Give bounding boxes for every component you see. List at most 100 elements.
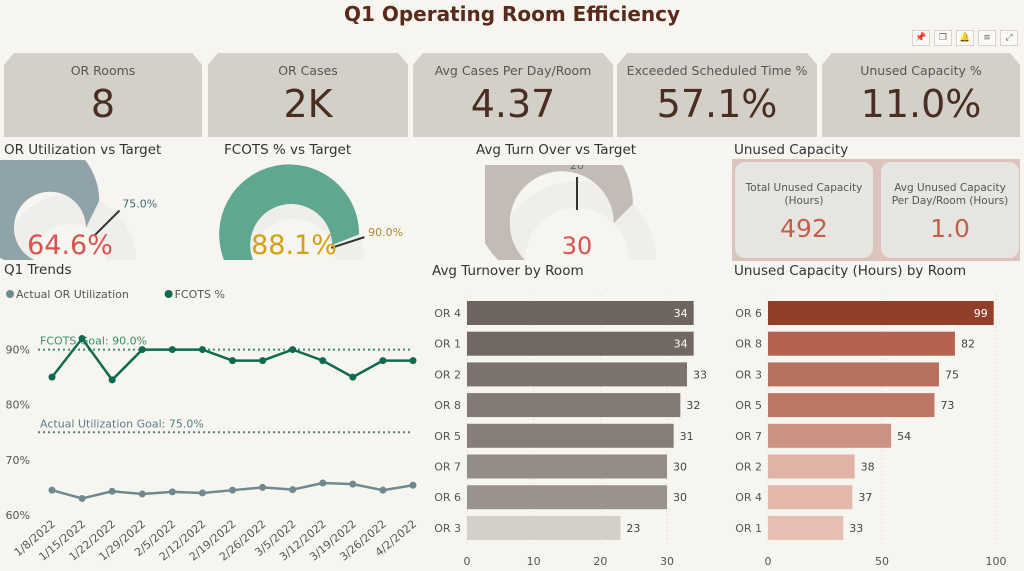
bar (768, 362, 939, 387)
data-point (48, 373, 56, 381)
page-title: Q1 Operating Room Efficiency (343, 2, 681, 26)
card-value: 1.0 (930, 214, 970, 243)
gauge-fill (485, 165, 633, 260)
category-label: OR 3 (735, 368, 762, 381)
gauge-fill (219, 164, 360, 260)
bar-value-label: 23 (626, 522, 640, 535)
bar-value-label: 54 (897, 430, 911, 443)
goal-label: Actual Utilization Goal: 75.0% (40, 417, 204, 430)
kpi-value: 57.1% (656, 82, 778, 126)
gauge-turnover-title: Avg Turn Over vs Target (476, 142, 637, 158)
kpi-card-exceeded-time[interactable]: Exceeded Scheduled Time % 57.1% (617, 53, 817, 137)
category-label: OR 6 (735, 307, 762, 320)
kpi-card-avg-cases[interactable]: Avg Cases Per Day/Room 4.37 (413, 53, 613, 137)
card-value: 492 (780, 214, 828, 243)
gauge-value-label: 88.1% (251, 230, 337, 260)
bar (768, 423, 892, 448)
turnover-by-room-title: Avg Turnover by Room (432, 263, 584, 279)
kpi-label: OR Rooms (70, 63, 136, 78)
x-tick-label: 10 (527, 555, 541, 568)
category-label: OR 5 (735, 399, 762, 412)
bar-value-label: 38 (861, 461, 875, 474)
data-point (349, 480, 357, 488)
bar (467, 485, 667, 510)
category-label: OR 8 (735, 338, 762, 351)
bar (467, 423, 674, 448)
data-point (198, 346, 206, 354)
data-point (349, 373, 357, 381)
legend-label: FCOTS % (175, 288, 225, 301)
gauge-target-label: 90.0% (368, 226, 403, 239)
kpi-card-unused-capacity[interactable]: Unused Capacity % 11.0% (822, 53, 1020, 137)
bar-value-label: 37 (858, 491, 872, 504)
bar-value-label: 33 (849, 522, 863, 535)
kpi-label: OR Cases (278, 63, 338, 78)
gauge-target-label: 75.0% (122, 198, 157, 211)
data-point (319, 479, 327, 487)
y-tick-label: 60% (6, 509, 30, 522)
data-point (319, 357, 327, 365)
data-point (108, 376, 116, 384)
total-unused-capacity-card[interactable]: Total Unused Capacity (Hours) 492 (735, 162, 873, 258)
turnover-by-room-chart[interactable]: 0 10 20 30 OR 4 34 OR 1 34 OR 2 33 OR 8 32 OR 5 31 OR … (428, 290, 718, 571)
copy-icon[interactable]: ❐ (934, 30, 952, 46)
kpi-card-or-cases[interactable]: OR Cases 2K (208, 53, 408, 137)
data-point (229, 357, 236, 365)
bar-value-label: 34 (674, 338, 688, 351)
category-label: OR 2 (434, 368, 461, 381)
category-label: OR 7 (434, 461, 461, 474)
category-label: OR 6 (434, 491, 461, 504)
visual-toolbar: 📌 ❐ 🔔 ≡ ⤢ (912, 30, 1018, 46)
filter-icon[interactable]: ≡ (978, 30, 996, 46)
bar-value-label: 32 (686, 399, 700, 412)
category-label: OR 1 (735, 522, 762, 535)
q1-trends-chart[interactable]: Actual OR Utilization FCOTS % 60% 70% 80% 90%… (0, 282, 420, 571)
unused-capacity-title: Unused Capacity (734, 142, 849, 158)
data-point (108, 487, 116, 495)
data-point (289, 346, 297, 354)
x-tick-label: 0 (464, 555, 471, 568)
data-point (48, 486, 56, 494)
avg-unused-capacity-card[interactable]: Avg Unused Capacity Per Day/Room (Hours)… (881, 162, 1019, 258)
bar-value-label: 82 (961, 338, 975, 351)
bell-icon[interactable]: 🔔 (956, 30, 974, 46)
gauge-utilization[interactable]: 75.0% 64.6% (0, 160, 220, 260)
gauge-fill (0, 160, 100, 260)
card-label: Avg Unused Capacity Per Day/Room (Hours) (891, 182, 1009, 207)
kpi-value: 2K (283, 82, 333, 126)
bar (467, 362, 687, 387)
data-point (289, 486, 297, 494)
data-point (229, 486, 236, 494)
pin-icon[interactable]: 📌 (912, 30, 930, 46)
bar (768, 331, 955, 356)
data-point (409, 481, 417, 489)
kpi-value: 8 (90, 82, 116, 126)
data-point (78, 494, 86, 502)
bar-value-label: 34 (674, 307, 688, 320)
kpi-label: Exceeded Scheduled Time % (626, 63, 808, 78)
legend-marker (6, 290, 14, 298)
bar-value-label: 99 (974, 307, 988, 320)
y-tick-label: 70% (6, 454, 30, 467)
data-point (198, 489, 206, 497)
data-point (78, 335, 86, 343)
bar (768, 301, 994, 325)
bar (768, 393, 935, 418)
data-point (259, 483, 267, 491)
bar (467, 301, 694, 325)
category-label: OR 8 (434, 399, 461, 412)
kpi-card-or-rooms[interactable]: OR Rooms 8 (4, 53, 202, 137)
x-tick-label: 30 (660, 555, 674, 568)
bar (467, 515, 621, 540)
gauge-utilization-title: OR Utilization vs Target (4, 142, 162, 158)
gauge-value-label: 64.6% (27, 230, 113, 260)
expand-icon[interactable]: ⤢ (1000, 30, 1018, 46)
category-label: OR 3 (434, 522, 461, 535)
data-point (138, 490, 146, 498)
data-point (379, 357, 387, 365)
bar-value-label: 73 (940, 399, 954, 412)
gauge-fcots[interactable]: 90.0% 88.1% (215, 160, 430, 260)
unused-by-room-chart[interactable]: 0 50 100 OR 6 99 OR 8 82 OR 3 75 OR 5 73 OR 7 54 OR 2… (728, 290, 1024, 571)
category-label: OR 1 (434, 338, 461, 351)
